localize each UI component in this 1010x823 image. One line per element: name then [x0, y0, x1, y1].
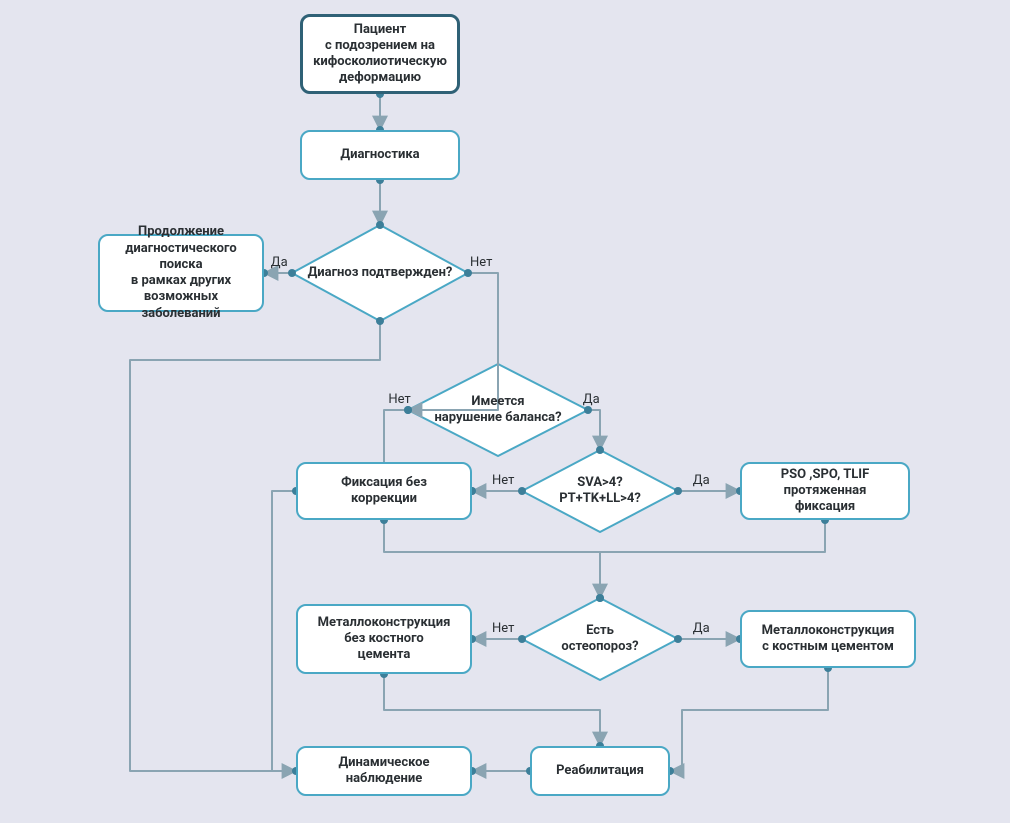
flowchart-canvas: Пациентс подозрением накифосколиотическу… — [0, 0, 1010, 823]
edge-label: Нет — [492, 473, 514, 488]
node-start-label: Пациентс подозрением накифосколиотическу… — [313, 22, 447, 87]
node-pso-label: PSO ,SPO, TLIFпротяженная фиксация — [752, 467, 898, 516]
edge-label: Нет — [388, 392, 410, 407]
edge-label: Да — [693, 621, 710, 636]
node-mcyes: Металлоконструкцияс костным цементом — [740, 610, 916, 668]
edge-label: Да — [693, 473, 710, 488]
node-fixn-label: Фиксация без коррекции — [308, 475, 460, 508]
edge-label: Да — [583, 392, 600, 407]
node-d1-label: Диагноз подтвержден? — [292, 225, 468, 321]
node-mcno-label: Металлоконструкциябез костногоцемента — [318, 615, 451, 664]
node-pso: PSO ,SPO, TLIFпротяженная фиксация — [740, 462, 910, 520]
node-rehab: Реабилитация — [530, 746, 670, 796]
node-cont: Продолжениедиагностического поискав рамк… — [98, 234, 264, 312]
node-diag: Диагностика — [300, 130, 460, 180]
node-mcno: Металлоконструкциябез костногоцемента — [296, 604, 472, 674]
node-d2-label: Имеетсянарушение баланса? — [408, 364, 588, 456]
edge-label: Да — [271, 255, 288, 270]
node-rehab-label: Реабилитация — [556, 763, 644, 779]
node-diag-label: Диагностика — [340, 147, 419, 163]
node-mcyes-label: Металлоконструкцияс костным цементом — [762, 623, 895, 656]
node-dynobs: Динамическоенаблюдение — [296, 746, 472, 796]
node-cont-label: Продолжениедиагностического поискав рамк… — [110, 224, 252, 322]
edge-label: Нет — [492, 621, 514, 636]
node-dynobs-label: Динамическоенаблюдение — [339, 755, 430, 788]
node-d3-label: SVA>4?PT+TK+LL>4? — [522, 450, 678, 532]
node-start: Пациентс подозрением накифосколиотическу… — [300, 14, 460, 94]
edge-label: Нет — [470, 255, 492, 270]
node-d4-label: Естьостеопороз? — [522, 598, 678, 680]
node-fixn: Фиксация без коррекции — [296, 462, 472, 520]
